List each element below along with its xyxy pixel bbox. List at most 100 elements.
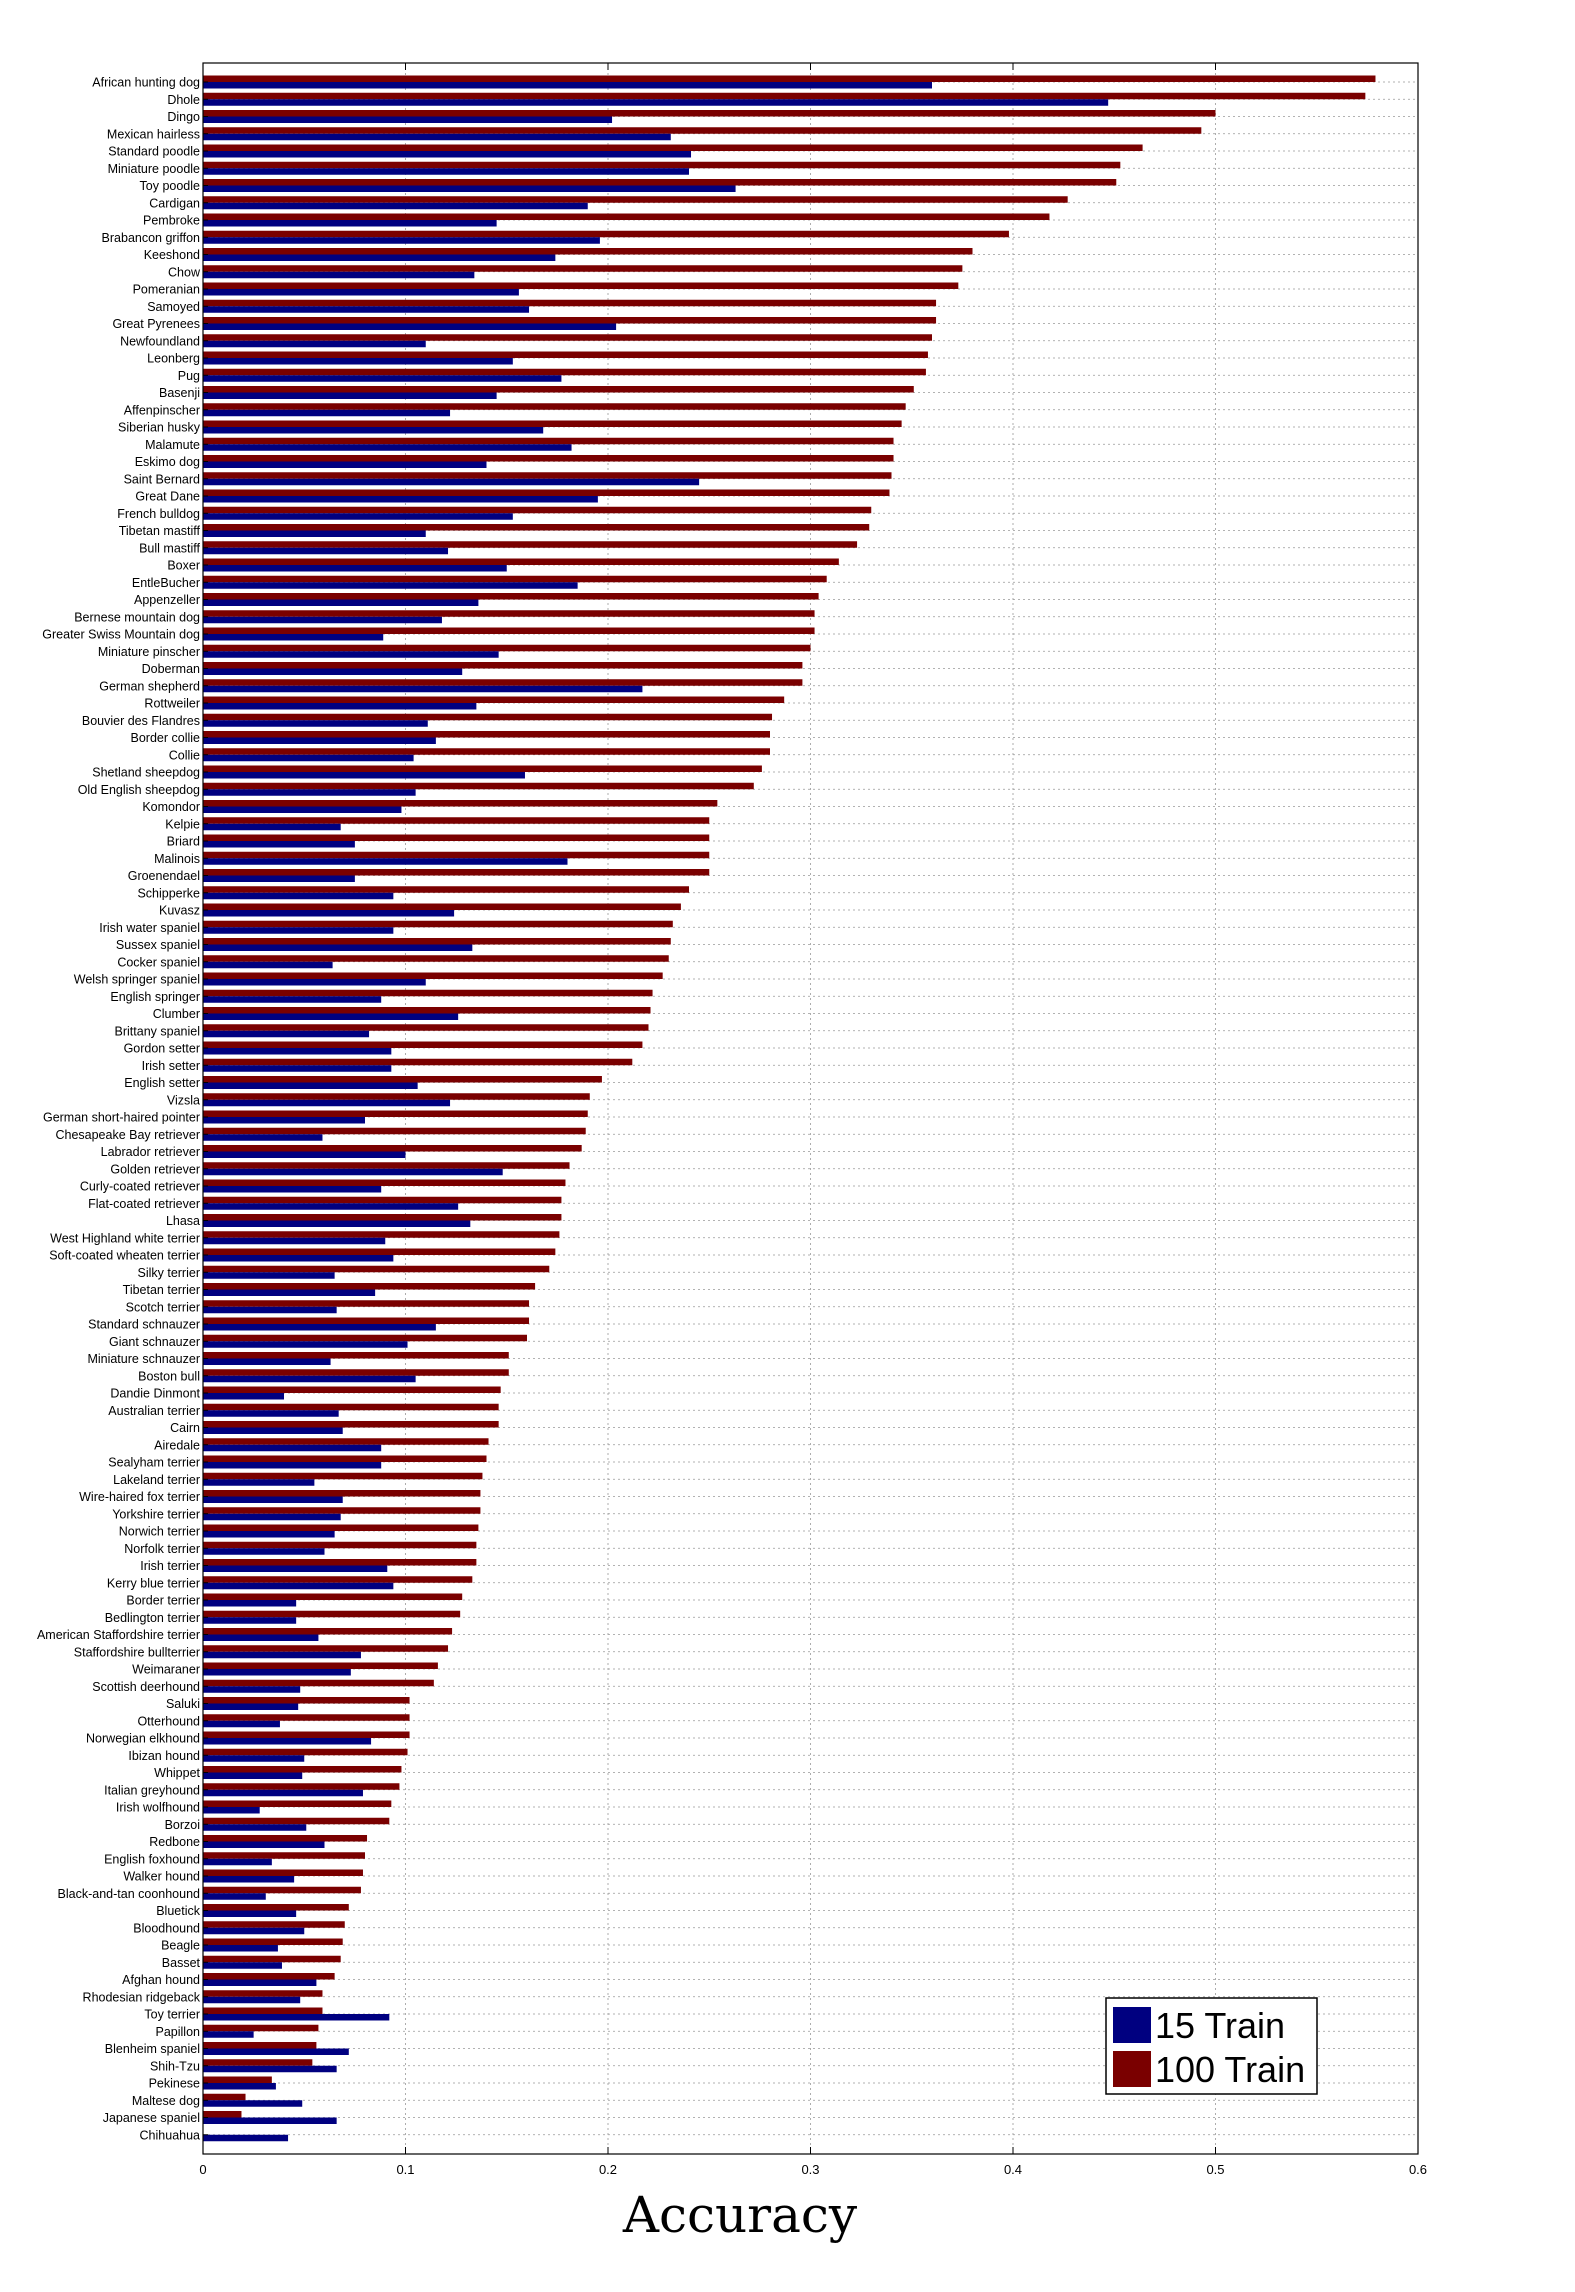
bar-15-train bbox=[203, 1841, 325, 1848]
bar-15-train bbox=[203, 1979, 317, 1986]
bar-100-train bbox=[203, 1403, 499, 1411]
bar-100-train bbox=[203, 1007, 651, 1014]
bar-100-train bbox=[203, 558, 839, 565]
bar-100-train bbox=[203, 230, 1009, 238]
y-tick-label: Kelpie bbox=[165, 817, 200, 831]
bar-15-train bbox=[203, 634, 384, 641]
bar-100-train bbox=[203, 489, 890, 496]
y-tick-label: Brittany spaniel bbox=[115, 1024, 200, 1038]
bar-15-train bbox=[203, 841, 355, 848]
bar-15-train bbox=[203, 1496, 343, 1503]
bar-15-train bbox=[203, 409, 451, 417]
x-tick-label: 0.6 bbox=[1409, 2162, 1427, 2177]
bar-100-train bbox=[203, 1093, 590, 1100]
y-tick-label: Miniature pinscher bbox=[98, 645, 200, 659]
bar-100-train bbox=[203, 1697, 410, 1704]
bar-100-train bbox=[203, 972, 663, 979]
bar-100-train bbox=[203, 144, 1143, 151]
y-tick-label: Boston bull bbox=[138, 1369, 200, 1383]
bar-100-train bbox=[203, 403, 906, 410]
bar-100-train bbox=[203, 386, 914, 393]
bar-15-train bbox=[203, 289, 519, 296]
bar-100-train bbox=[203, 1955, 341, 1963]
bar-15-train bbox=[203, 1203, 459, 1210]
y-tick-label: Malamute bbox=[145, 438, 200, 452]
bar-15-train bbox=[203, 737, 436, 744]
bar-15-train bbox=[203, 1048, 392, 1055]
bar-15-train bbox=[203, 1824, 307, 1831]
y-tick-label: Komondor bbox=[142, 800, 200, 814]
bar-100-train bbox=[203, 1421, 499, 1428]
bar-100-train bbox=[203, 627, 815, 634]
bar-15-train bbox=[203, 1341, 408, 1348]
y-tick-label: Pembroke bbox=[143, 214, 200, 228]
legend: 15 Train 100 Train bbox=[1105, 1997, 1318, 2095]
bar-15-train bbox=[203, 1289, 376, 1296]
y-tick-label: German shepherd bbox=[99, 679, 200, 693]
bar-100-train bbox=[203, 1127, 586, 1135]
bar-100-train bbox=[203, 2059, 313, 2066]
x-tick-label: 0.1 bbox=[396, 2162, 414, 2177]
bar-15-train bbox=[203, 1306, 337, 1314]
bar-15-train bbox=[203, 1996, 301, 2004]
bar-15-train bbox=[203, 2048, 349, 2055]
y-tick-label: Giant schnauzer bbox=[109, 1335, 200, 1349]
bar-100-train bbox=[203, 1783, 400, 1790]
bar-100-train bbox=[203, 800, 718, 807]
bar-15-train bbox=[203, 1220, 471, 1227]
y-tick-label: French bulldog bbox=[117, 507, 200, 521]
bar-100-train bbox=[203, 1628, 453, 1635]
bar-15-train bbox=[203, 461, 487, 468]
y-tick-label: Maltese dog bbox=[132, 2094, 200, 2108]
bar-15-train bbox=[203, 1082, 418, 1089]
y-tick-label: Afghan hound bbox=[122, 1973, 200, 1987]
bar-15-train bbox=[203, 944, 473, 951]
y-tick-label: Kuvasz bbox=[159, 904, 200, 918]
bar-100-train bbox=[203, 1110, 588, 1117]
bar-100-train bbox=[203, 1386, 501, 1393]
legend-swatch-15-train bbox=[1113, 2007, 1151, 2043]
y-tick-label: Briard bbox=[167, 835, 200, 849]
y-tick-label: Affenpinscher bbox=[124, 403, 200, 417]
y-tick-label: Rottweiler bbox=[144, 697, 200, 711]
y-tick-label: Mexican hairless bbox=[107, 127, 200, 141]
bar-15-train bbox=[203, 1531, 335, 1538]
bar-15-train bbox=[203, 1651, 361, 1659]
bar-100-train bbox=[203, 299, 937, 307]
y-tick-label: Staffordshire bullterrier bbox=[74, 1645, 200, 1659]
bar-15-train bbox=[203, 1910, 297, 1917]
bar-15-train bbox=[203, 1720, 280, 1728]
bar-15-train bbox=[203, 754, 414, 762]
grid-lines bbox=[203, 63, 1418, 2154]
bar-100-train bbox=[203, 1490, 481, 1497]
bar-15-train bbox=[203, 1030, 370, 1038]
bar-100-train bbox=[203, 1472, 483, 1480]
bar-100-train bbox=[203, 196, 1068, 203]
y-tick-label: Beagle bbox=[161, 1939, 200, 1953]
y-tick-label: Yorkshire terrier bbox=[112, 1507, 200, 1521]
bar-15-train bbox=[203, 1893, 266, 1900]
bar-15-train bbox=[203, 1168, 503, 1176]
bar-15-train bbox=[203, 1186, 382, 1193]
bar-15-train bbox=[203, 1272, 335, 1279]
y-tick-label: Silky terrier bbox=[137, 1266, 200, 1280]
bar-15-train bbox=[203, 582, 578, 589]
bar-15-train bbox=[203, 2100, 303, 2107]
bar-100-train bbox=[203, 1317, 530, 1324]
y-tick-label: Australian terrier bbox=[108, 1404, 200, 1418]
bar-100-train bbox=[203, 903, 681, 910]
x-tick-label: 0.4 bbox=[1004, 2162, 1022, 2177]
bar-100-train bbox=[203, 213, 1050, 220]
bar-15-train bbox=[203, 616, 442, 624]
y-tick-label: Chow bbox=[168, 265, 201, 279]
y-tick-label: Collie bbox=[169, 748, 200, 762]
bar-15-train bbox=[203, 651, 499, 658]
bar-15-train bbox=[203, 1134, 323, 1141]
y-tick-label: Irish wolfhound bbox=[116, 1801, 200, 1815]
bar-100-train bbox=[203, 506, 872, 514]
x-axis-label: Accuracy bbox=[622, 2186, 858, 2244]
bar-15-train bbox=[203, 1807, 260, 1814]
bar-15-train bbox=[203, 2134, 289, 2142]
bar-100-train bbox=[203, 869, 710, 876]
bar-100-train bbox=[203, 455, 894, 462]
